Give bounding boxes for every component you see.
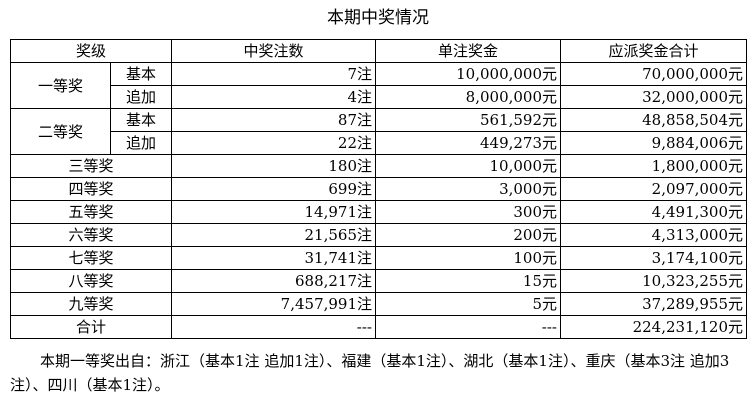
winner-count: 87注 bbox=[171, 108, 377, 132]
table-row: 二等奖 基本 87注 561,592元 48,858,504元 bbox=[10, 108, 748, 155]
prize-level: 五等奖 bbox=[9, 200, 173, 224]
winner-count: 180注 bbox=[171, 154, 377, 178]
table-row: 八等奖 688,217注 15元 10,323,255元 bbox=[9, 269, 748, 293]
prize-sublevel: 基本 bbox=[109, 62, 173, 86]
prize-sublevel: 追加 bbox=[109, 85, 173, 109]
unit-prize: 10,000元 bbox=[375, 154, 562, 178]
first-prize-origin-note: 本期一等奖出自：浙江（基本1注 追加1注）、福建（基本1注）、湖北（基本1注）、… bbox=[10, 352, 730, 394]
total-prize: 48,858,504元 bbox=[560, 108, 748, 132]
table-row: 四等奖 699注 3,000元 2,097,000元 bbox=[9, 177, 748, 201]
total-prize: 2,097,000元 bbox=[560, 177, 748, 201]
summary-label: 合计 bbox=[9, 315, 173, 339]
winner-count: 7,457,991注 bbox=[171, 292, 377, 316]
winner-count: 7注 bbox=[171, 62, 377, 86]
prize-sublevel: 基本 bbox=[109, 108, 173, 132]
total-prize: 10,323,255元 bbox=[560, 269, 748, 293]
prize-level-second: 二等奖 bbox=[10, 108, 111, 155]
winner-count: 699注 bbox=[171, 177, 377, 201]
unit-prize: 300元 bbox=[375, 200, 562, 224]
unit-prize: 561,592元 bbox=[375, 108, 562, 132]
table-row: 三等奖 180注 10,000元 1,800,000元 bbox=[9, 154, 748, 178]
summary-total: 224,231,120元 bbox=[560, 315, 748, 339]
winner-count: 22注 bbox=[171, 131, 377, 155]
prize-level: 九等奖 bbox=[9, 292, 173, 316]
unit-prize: 200元 bbox=[375, 223, 562, 247]
prize-level: 七等奖 bbox=[9, 246, 173, 270]
unit-prize: 10,000,000元 bbox=[375, 62, 562, 86]
summary-unit: --- bbox=[375, 315, 562, 339]
table-row: 追加 4注 8,000,000元 32,000,000元 bbox=[11, 85, 748, 109]
total-prize: 9,884,006元 bbox=[560, 131, 748, 155]
prize-level: 三等奖 bbox=[9, 154, 173, 178]
unit-prize: 5元 bbox=[375, 292, 562, 316]
total-prize: 1,800,000元 bbox=[560, 154, 748, 178]
prize-level: 六等奖 bbox=[9, 223, 173, 247]
table-row: 一等奖 基本 7注 10,000,000元 70,000,000元 bbox=[10, 62, 748, 109]
prize-sublevel: 追加 bbox=[109, 131, 173, 155]
table-row: 九等奖 7,457,991注 5元 37,289,955元 bbox=[9, 292, 748, 316]
table-row: 追加 22注 449,273元 9,884,006元 bbox=[11, 131, 748, 155]
winner-count: 31,741注 bbox=[171, 246, 377, 270]
winner-count: 21,565注 bbox=[171, 223, 377, 247]
unit-prize: 15元 bbox=[375, 269, 562, 293]
summary-count: --- bbox=[171, 315, 377, 339]
table-header-row: 奖级 中奖注数 单注奖金 应派奖金合计 bbox=[9, 39, 748, 63]
header-count: 中奖注数 bbox=[171, 39, 377, 63]
table-row: 七等奖 31,741注 100元 3,174,100元 bbox=[9, 246, 748, 270]
winner-count: 688,217注 bbox=[171, 269, 377, 293]
unit-prize: 8,000,000元 bbox=[375, 85, 562, 109]
total-prize: 37,289,955元 bbox=[560, 292, 748, 316]
header-total: 应派奖金合计 bbox=[560, 39, 748, 63]
winner-count: 14,971注 bbox=[171, 200, 377, 224]
unit-prize: 100元 bbox=[375, 246, 562, 270]
header-unit: 单注奖金 bbox=[375, 39, 562, 63]
total-prize: 32,000,000元 bbox=[560, 85, 748, 109]
prize-level-first: 一等奖 bbox=[10, 62, 111, 109]
winner-count: 4注 bbox=[171, 85, 377, 109]
unit-prize: 3,000元 bbox=[375, 177, 562, 201]
unit-prize: 449,273元 bbox=[375, 131, 562, 155]
prize-level: 八等奖 bbox=[9, 269, 173, 293]
total-prize: 4,313,000元 bbox=[560, 223, 748, 247]
table-row: 五等奖 14,971注 300元 4,491,300元 bbox=[9, 200, 748, 224]
prize-table: 奖级 中奖注数 单注奖金 应派奖金合计 一等奖 基本 7注 10,000,000… bbox=[9, 39, 748, 339]
page-title: 本期中奖情况 bbox=[327, 8, 429, 28]
prize-level: 四等奖 bbox=[9, 177, 173, 201]
table-row: 六等奖 21,565注 200元 4,313,000元 bbox=[9, 223, 748, 247]
total-prize: 4,491,300元 bbox=[560, 200, 748, 224]
total-prize: 3,174,100元 bbox=[560, 246, 748, 270]
summary-row: 合计 --- --- 224,231,120元 bbox=[9, 315, 748, 339]
total-prize: 70,000,000元 bbox=[560, 62, 748, 86]
header-level: 奖级 bbox=[9, 39, 173, 63]
